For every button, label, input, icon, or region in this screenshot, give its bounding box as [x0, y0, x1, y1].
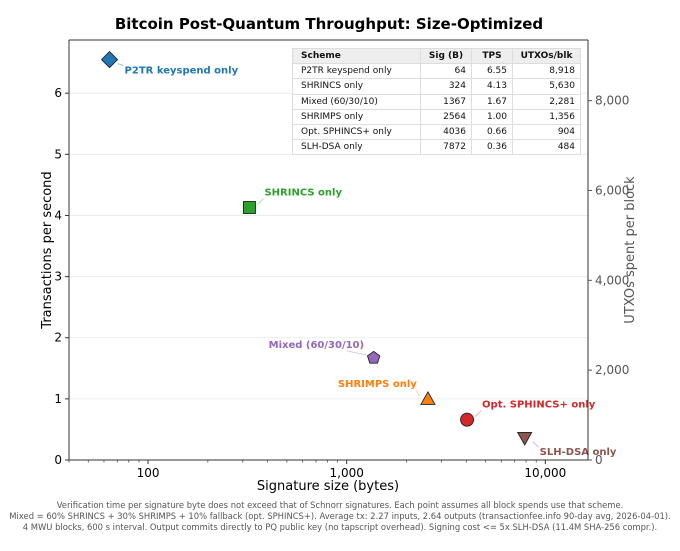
table-header-scheme: Scheme: [292, 47, 421, 65]
y-tick-label: 0: [54, 453, 62, 467]
table-cell-tps: 4.13: [471, 78, 513, 95]
table-cell-sig: 2564: [420, 108, 472, 125]
y-axis-ticks: 0 1 2 3 4 5 6: [54, 86, 69, 467]
x-tick-label: 100: [137, 466, 160, 480]
table-row: Mixed (60/30/10) 1367 1.67 2,281: [292, 93, 581, 110]
leader-line: [474, 410, 482, 417]
table-cell-sig: 7872: [420, 139, 472, 156]
footnote: Verification time per signature byte doe…: [0, 500, 680, 533]
data-point-circle: [460, 412, 475, 427]
table-cell-tps: 0.36: [471, 139, 513, 156]
table-cell-utxos: 484: [512, 139, 581, 156]
table-header-row: Scheme Sig (B) TPS UTXOs/blk: [292, 47, 581, 65]
table-header-tps: TPS: [471, 47, 513, 65]
data-point-triangle-down: [516, 431, 533, 446]
right-y-tick-label: 0: [595, 453, 603, 467]
table-cell-scheme: P2TR keyspend only: [292, 63, 421, 80]
footnote-line: Mixed = 60% SHRINCS + 30% SHRIMPS + 10% …: [9, 511, 671, 521]
table-header-sig: Sig (B): [420, 47, 472, 65]
data-point-diamond: [100, 50, 119, 69]
table-cell-scheme: Opt. SPHINCS+ only: [292, 123, 421, 141]
table-cell-utxos: 2,281: [512, 93, 581, 110]
footnote-line: Verification time per signature byte doe…: [56, 500, 624, 510]
table-cell-utxos: 904: [512, 123, 581, 141]
y-tick-label: 1: [54, 392, 62, 406]
table-row: SLH-DSA only 7872 0.36 484: [292, 139, 581, 156]
right-y-axis-label: UTXOs spent per block: [623, 176, 638, 324]
table-row: P2TR keyspend only 64 6.55 8,918: [292, 63, 581, 80]
right-y-axis-ticks: 0 2,000 4,000 6,000 8,000: [588, 94, 629, 467]
y-tick-label: 4: [54, 208, 62, 222]
table-row: SHRINCS only 324 4.13 5,630: [292, 78, 581, 95]
chart: Bitcoin Post-Quantum Throughput: Size-Op…: [40, 15, 638, 494]
x-tick-label: 10,000: [524, 466, 566, 480]
table-cell-sig: 1367: [420, 93, 472, 110]
summary-table-container: Scheme Sig (B) TPS UTXOs/blk P2TR keyspe…: [292, 47, 581, 156]
x-tick-label: 1,000: [330, 466, 364, 480]
point-label: P2TR keyspend only: [125, 66, 239, 77]
y-axis-label: Transactions per second: [40, 171, 55, 329]
right-y-tick-label: 8,000: [595, 94, 629, 108]
table-cell-utxos: 1,356: [512, 108, 581, 125]
footnote-line: 4 MWU blocks, 600 s interval. Output com…: [22, 522, 658, 532]
table-cell-scheme: Mixed (60/30/10): [292, 93, 421, 110]
point-label: SHRINCS only: [264, 188, 342, 199]
y-tick-label: 5: [54, 147, 62, 161]
table-row: SHRIMPS only 2564 1.00 1,356: [292, 108, 581, 125]
label-leader-lines: [117, 63, 539, 448]
y-tick-label: 3: [54, 270, 62, 284]
summary-table: Scheme Sig (B) TPS UTXOs/blk P2TR keyspe…: [292, 47, 581, 156]
point-label: SHRIMPS only: [338, 379, 417, 390]
table-cell-utxos: 5,630: [512, 78, 581, 95]
right-y-tick-label: 4,000: [595, 273, 629, 287]
table-cell-tps: 1.67: [471, 93, 513, 110]
point-label: Opt. SPHINCS+ only: [482, 400, 596, 411]
table-cell-scheme: SHRINCS only: [292, 78, 421, 95]
point-label: SLH-DSA only: [540, 447, 617, 458]
table-cell-sig: 4036: [420, 123, 472, 141]
leader-line: [117, 63, 124, 66]
x-axis-label: Signature size (bytes): [257, 479, 399, 494]
chart-title: Bitcoin Post-Quantum Throughput: Size-Op…: [115, 15, 543, 33]
point-label: Mixed (60/30/10): [269, 340, 364, 351]
leader-line: [415, 389, 421, 397]
y-tick-label: 2: [54, 331, 62, 345]
table-row: Opt. SPHINCS+ only 4036 0.66 904: [292, 123, 581, 141]
leader-line: [532, 441, 539, 448]
data-point-pentagon: [366, 350, 381, 364]
table-cell-tps: 0.66: [471, 123, 513, 141]
table-cell-utxos: 8,918: [512, 63, 581, 80]
leader-line: [346, 350, 366, 356]
data-point-square: [243, 201, 256, 214]
y-tick-label: 6: [54, 86, 62, 100]
table-cell-scheme: SLH-DSA only: [292, 139, 421, 156]
table-cell-tps: 6.55: [471, 63, 513, 80]
table-cell-sig: 64: [420, 63, 472, 80]
right-y-tick-label: 6,000: [595, 183, 629, 197]
right-y-tick-label: 2,000: [595, 363, 629, 377]
x-axis-ticks: 100 1,000 10,000: [68, 460, 566, 480]
table-cell-tps: 1.00: [471, 108, 513, 125]
data-point-triangle-up: [420, 390, 436, 405]
table-header-utxos: UTXOs/blk: [512, 47, 581, 65]
leader-line: [257, 198, 264, 205]
table-cell-scheme: SHRIMPS only: [292, 108, 421, 125]
data-points: [100, 50, 533, 446]
table-cell-sig: 324: [420, 78, 472, 95]
